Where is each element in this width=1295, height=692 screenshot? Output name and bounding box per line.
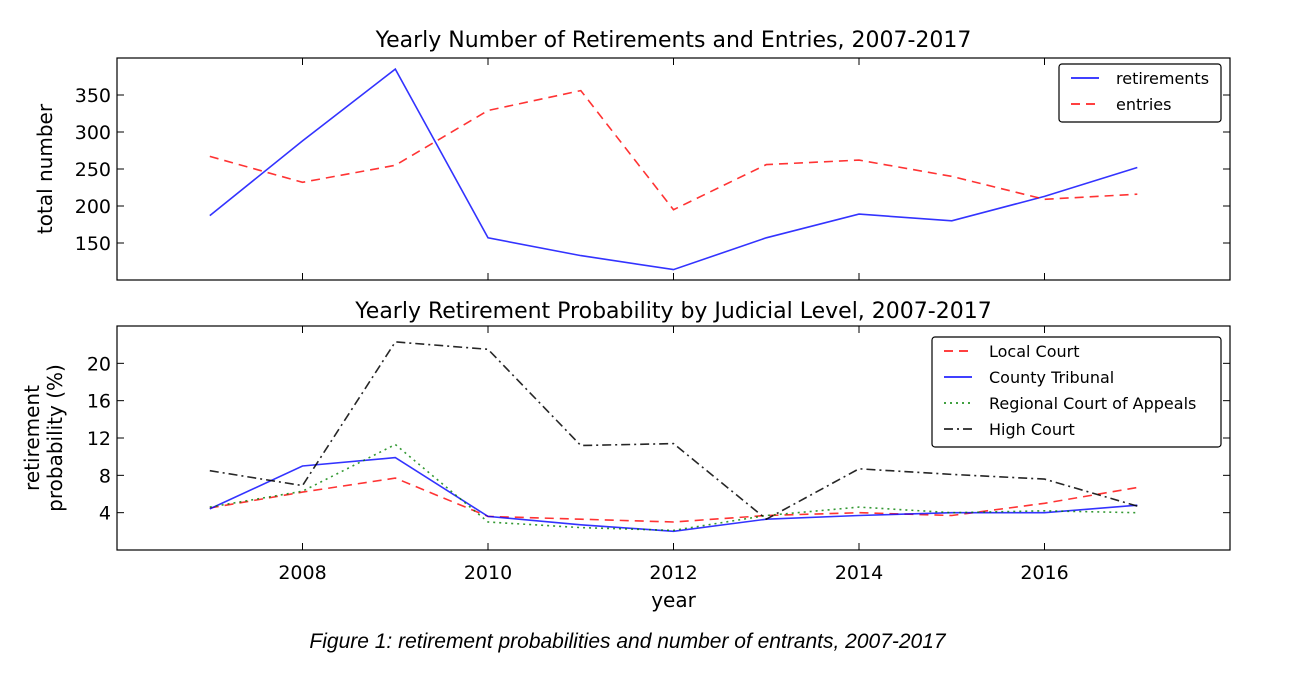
x-axis-label: year: [651, 588, 696, 612]
chart-panel-1: Yearly Number of Retirements and Entries…: [33, 28, 1231, 281]
y-tick-label: 300: [75, 122, 111, 144]
series-line-local-court: [209, 477, 1138, 523]
legend-label: Local Court: [989, 342, 1080, 361]
y-tick-label: 150: [75, 233, 111, 255]
x-tick-label: 2012: [649, 562, 697, 584]
y-tick-label: 4: [99, 503, 111, 525]
y-tick-label: 16: [87, 391, 111, 413]
y-tick-label: 200: [75, 196, 111, 218]
series-line-high-court: [209, 341, 1138, 521]
legend-box: [1058, 63, 1222, 123]
series-line-regional-court-of-appeals: [209, 443, 1138, 532]
chart-panel-2: Yearly Retirement Probability by Judicia…: [20, 299, 1231, 612]
legend-box: [931, 336, 1222, 448]
legend-label: County Tribunal: [989, 368, 1114, 387]
y-tick-label: 12: [87, 428, 111, 450]
legend-label: entries: [1116, 95, 1171, 114]
x-tick-label: 2010: [464, 562, 512, 584]
legend-label: Regional Court of Appeals: [989, 394, 1196, 413]
y-axis-label: total number: [33, 103, 57, 234]
y-tick-label: 350: [75, 85, 111, 107]
series-line-entries: [209, 89, 1138, 211]
figure-caption: Figure 1: retirement probabilities and n…: [309, 630, 946, 653]
chart-title: Yearly Retirement Probability by Judicia…: [354, 299, 991, 324]
y-tick-label: 20: [87, 353, 111, 375]
y-tick-label: 8: [99, 465, 111, 487]
x-tick-label: 2016: [1020, 562, 1068, 584]
x-tick-label: 2014: [835, 562, 883, 584]
x-tick-label: 2008: [278, 562, 326, 584]
legend-label: retirements: [1116, 69, 1209, 88]
legend-label: High Court: [989, 420, 1075, 439]
chart-title: Yearly Number of Retirements and Entries…: [375, 28, 972, 53]
y-tick-label: 250: [75, 159, 111, 181]
y-axis-label: retirementprobability (%): [20, 364, 67, 512]
series-line-retirements: [209, 67, 1138, 271]
